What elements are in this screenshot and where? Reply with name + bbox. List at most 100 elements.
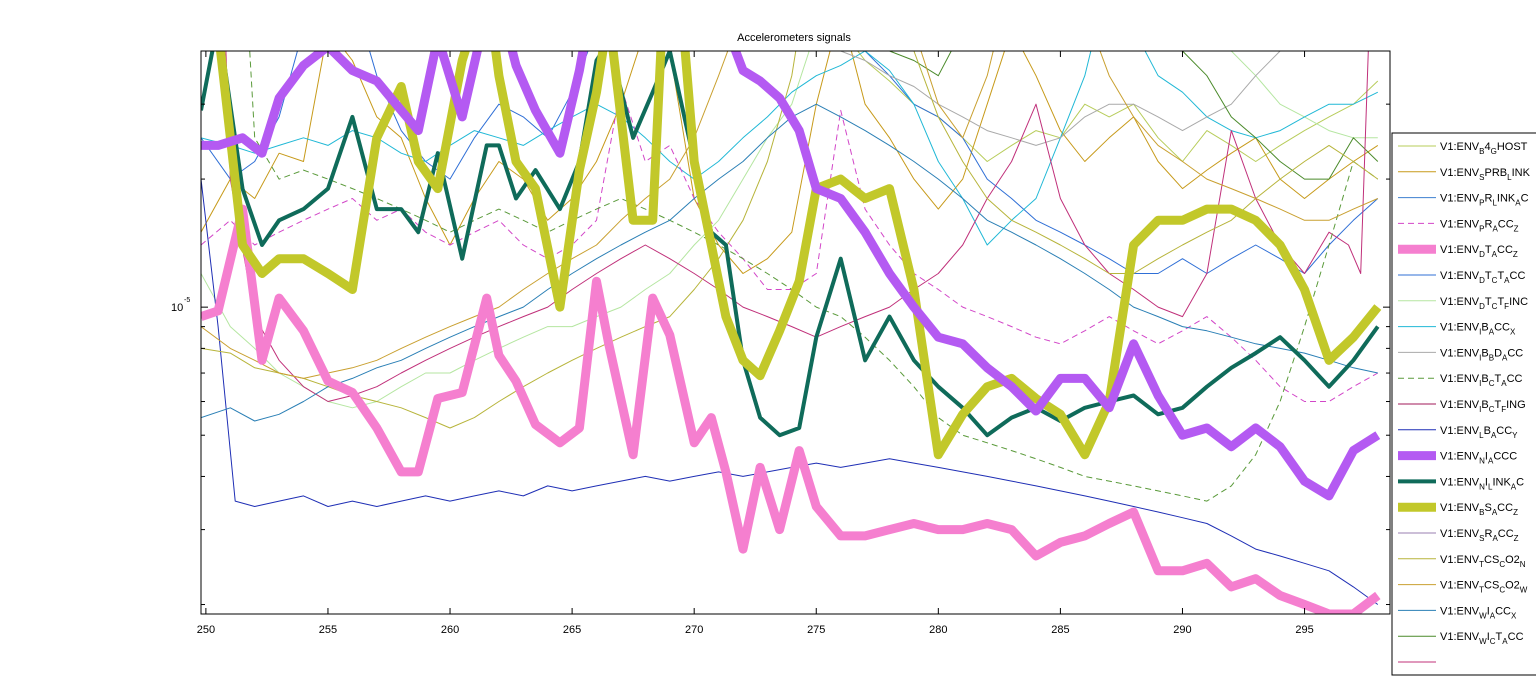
- legend-label-part: V1:ENV: [1440, 580, 1480, 592]
- x-tick-label: 290: [1173, 624, 1191, 636]
- legend-label-part: T: [1495, 399, 1502, 411]
- legend-label-part: V1:ENV: [1440, 347, 1480, 359]
- legend-label-part: CS: [1484, 580, 1499, 592]
- y-tick-label: 10: [171, 302, 183, 314]
- legend-label-part: V1:ENV: [1440, 476, 1480, 488]
- x-tick-label: 280: [929, 624, 947, 636]
- legend-label-part: N: [1479, 482, 1485, 491]
- legend-label-part: A: [1515, 199, 1521, 208]
- legend-label-part: W: [1520, 586, 1528, 595]
- legend-label-part: V1:ENV: [1440, 631, 1480, 643]
- legend-label: V1:ENVSPRBLINK: [1440, 167, 1531, 182]
- legend-label-part: V1:ENV: [1440, 322, 1480, 334]
- legend-label-part: CC: [1510, 270, 1526, 282]
- legend-label-part: CC: [1507, 347, 1523, 359]
- legend-label-part: A: [1492, 250, 1498, 259]
- legend-label-part: W: [1479, 611, 1487, 620]
- legend-label: V1:ENVDTCTACC: [1440, 270, 1525, 285]
- series-line-15: [201, 51, 1379, 502]
- legend-label-part: I: [1479, 379, 1481, 388]
- legend-label: V1:ENVWIACCX: [1440, 605, 1517, 620]
- legend-label-part: C: [1499, 560, 1505, 569]
- legend-label-part: B: [1481, 373, 1488, 385]
- series-line-7: [201, 51, 1379, 274]
- legend-label-part: L: [1479, 431, 1484, 440]
- legend-label-part: T: [1497, 296, 1504, 308]
- legend-label-part: Z: [1513, 508, 1518, 517]
- legend-label-part: S: [1479, 534, 1484, 543]
- legend-label: V1:ENVTCSCO2W: [1440, 580, 1528, 595]
- legend-label-part: A: [1491, 431, 1497, 440]
- legend-label: V1:ENVLBACCY: [1440, 425, 1518, 440]
- legend-label-part: B: [1481, 347, 1488, 359]
- series-line-2: [201, 51, 1381, 501]
- legend-label-part: V1:ENV: [1440, 528, 1480, 540]
- legend-label-part: C: [1489, 379, 1495, 388]
- legend-label-part: V1:ENV: [1440, 167, 1480, 179]
- x-axis-ticks: 250 255 260 265 270 275 280 285 290 295: [197, 51, 1314, 636]
- legend-label-part: I: [1479, 353, 1481, 362]
- legend-label-part: CC: [1498, 528, 1514, 540]
- legend-label-part: X: [1510, 328, 1516, 337]
- legend-label-part: A: [1488, 457, 1494, 466]
- legend-label-part: R: [1484, 528, 1492, 540]
- legend-label-part: CC: [1494, 322, 1510, 334]
- legend-label-part: V1:ENV: [1440, 554, 1480, 566]
- legend-label-part: C: [1490, 637, 1496, 646]
- legend-label-part: V1:ENV: [1440, 296, 1480, 308]
- legend-label-part: B: [1489, 353, 1494, 362]
- legend-label-part: B: [1484, 425, 1491, 437]
- legend-label: V1:ENVB4GHOST: [1440, 141, 1528, 156]
- legend-label-part: V1:ENV: [1440, 218, 1480, 230]
- legend-label-part: C: [1492, 276, 1498, 285]
- legend-label-part: T: [1495, 373, 1502, 385]
- legend-label-part: HOST: [1497, 141, 1528, 153]
- x-tick-label: 255: [319, 624, 337, 636]
- legend-label-part: T: [1479, 586, 1484, 595]
- legend-label-part: CC: [1507, 373, 1523, 385]
- legend-label-part: T: [1497, 270, 1504, 282]
- series-line-17: [201, 51, 1378, 379]
- legend-label-part: V1:ENV: [1440, 373, 1480, 385]
- x-tick-label: 265: [563, 624, 581, 636]
- legend-label-part: PRB: [1484, 167, 1507, 179]
- legend-label-part: I: [1479, 328, 1481, 337]
- legend-label-part: A: [1492, 534, 1498, 543]
- legend-label-part: ING: [1506, 399, 1526, 411]
- legend-label-part: A: [1492, 508, 1498, 517]
- legend-label-part: S: [1484, 502, 1491, 514]
- legend-label-part: T: [1485, 270, 1492, 282]
- series-line-16: [201, 51, 1379, 429]
- legend-label-part: C: [1521, 193, 1529, 205]
- legend-label-part: D: [1479, 276, 1485, 285]
- x-tick-label: 270: [685, 624, 703, 636]
- legend-label-part: D: [1479, 250, 1485, 259]
- legend-label-part: N: [1520, 560, 1526, 569]
- legend-label-part: A: [1501, 379, 1507, 388]
- y-tick-exponent: -5: [184, 297, 190, 304]
- series-line-5: [201, 51, 1379, 274]
- legend-label: V1:ENVDTCTFINC: [1440, 296, 1528, 311]
- legend-label-part: G: [1491, 147, 1497, 156]
- legend-label-part: CC: [1496, 425, 1512, 437]
- legend-label-part: A: [1492, 224, 1498, 233]
- legend-label-part: B: [1481, 399, 1488, 411]
- legend-label-part: I: [1479, 405, 1481, 414]
- legend-label: V1:ENVIBBDACC: [1440, 347, 1523, 362]
- legend-label-part: CC: [1498, 218, 1514, 230]
- legend-label-part: I: [1487, 605, 1490, 617]
- legend-label-part: C: [1499, 586, 1505, 595]
- legend-label-part: A: [1490, 611, 1496, 620]
- legend-label-part: A: [1502, 353, 1508, 362]
- legend-label-part: CC: [1508, 631, 1524, 643]
- legend-label-part: I: [1485, 476, 1488, 488]
- legend-label-part: O2: [1505, 580, 1520, 592]
- legend-label-part: CC: [1497, 244, 1513, 256]
- legend-label: V1:ENVIBCTACC: [1440, 373, 1523, 388]
- legend-label-part: V1:ENV: [1440, 502, 1480, 514]
- y-axis-ticks: 10-410-5: [171, 50, 1390, 606]
- legend-label-part: P: [1479, 224, 1484, 233]
- legend-label-part: W: [1479, 637, 1487, 646]
- legend-label-part: I: [1487, 631, 1490, 643]
